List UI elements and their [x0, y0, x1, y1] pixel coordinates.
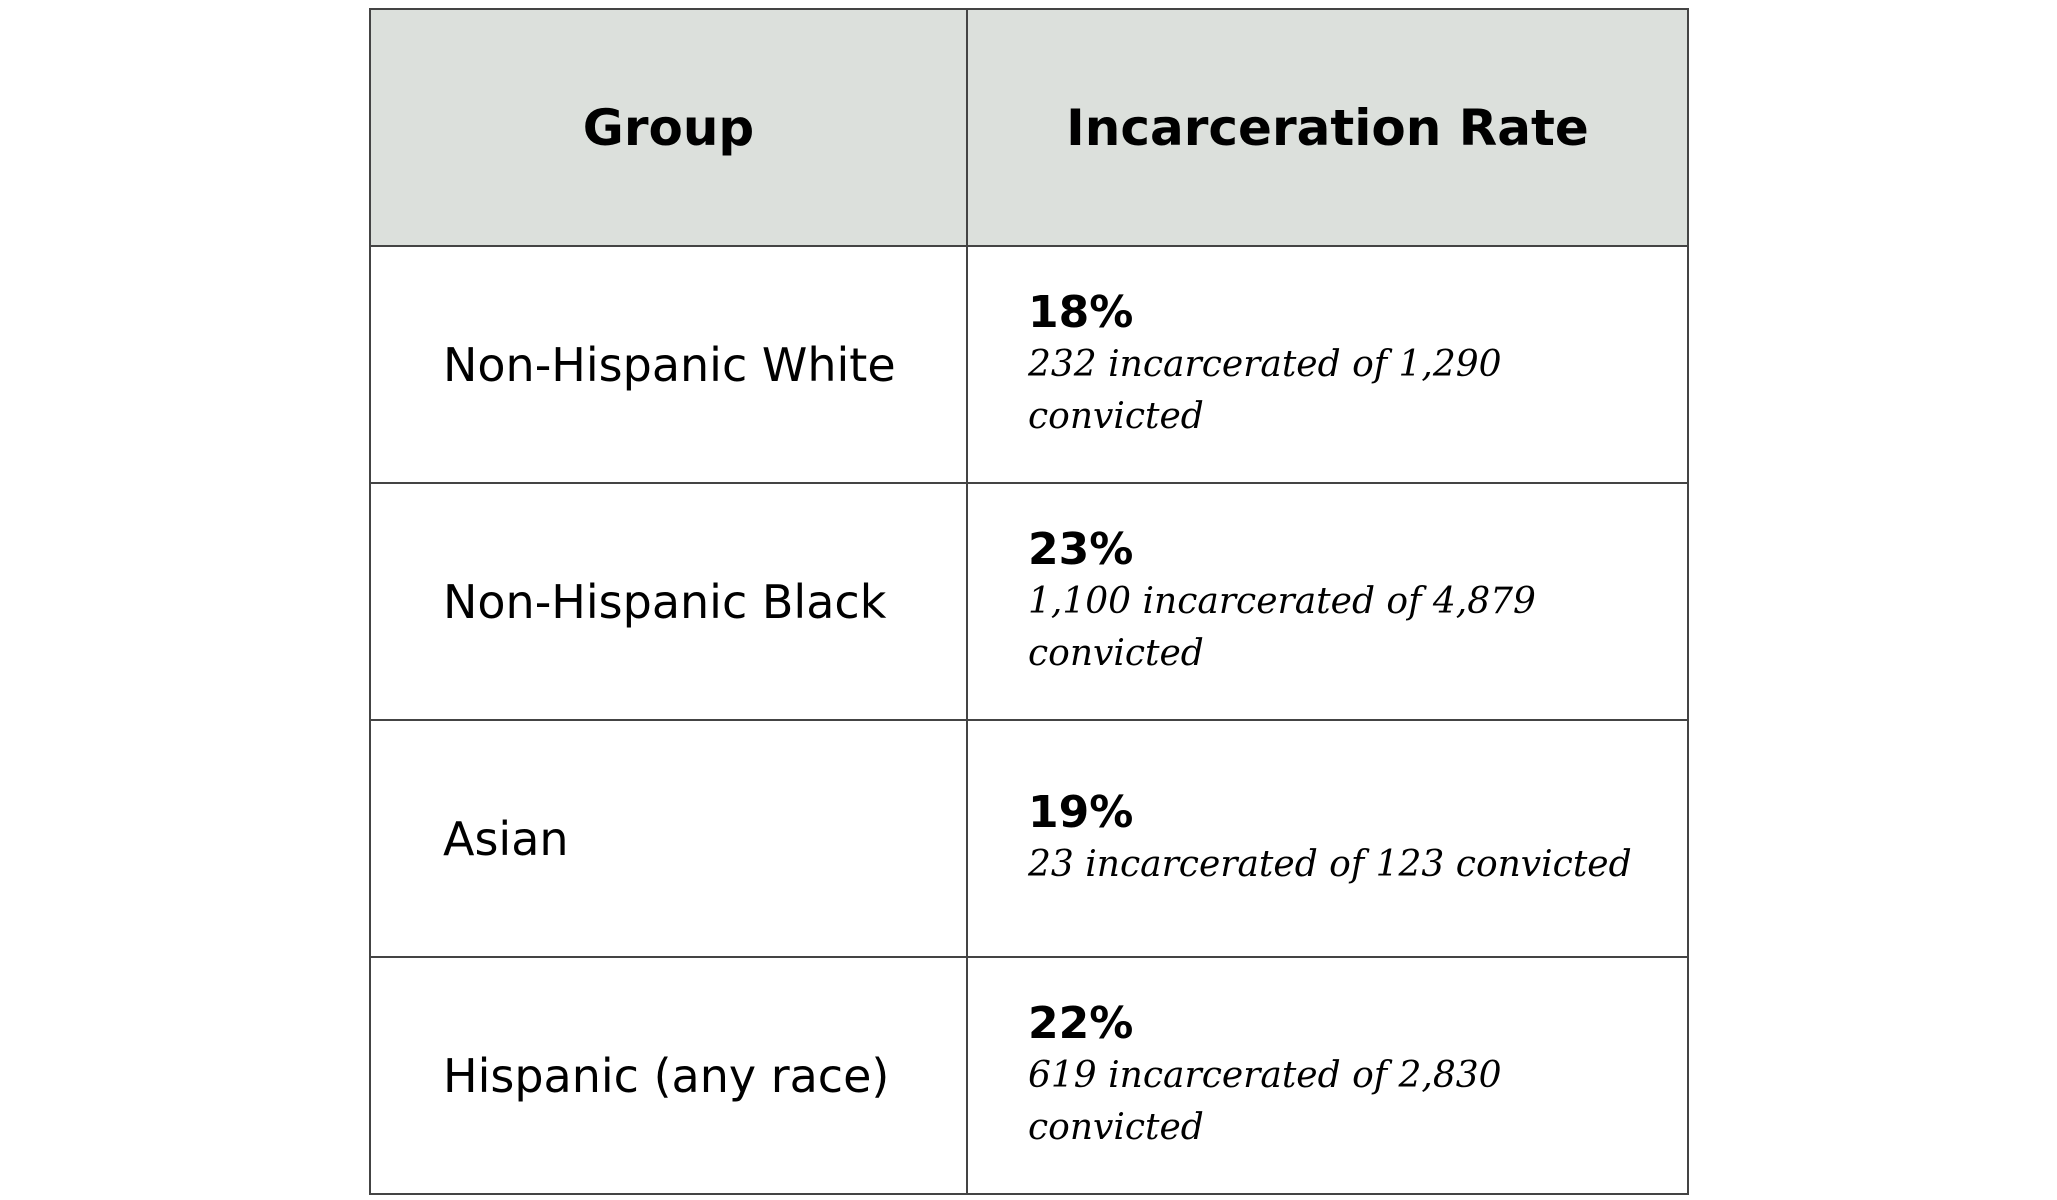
table-row: Asian 19% 23 incarcerated of 123 convict…	[369, 719, 1689, 958]
rate-detail: 619 incarcerated of 2,830 convicted	[1028, 1054, 1502, 1148]
rate-detail: 232 incarcerated of 1,290 convicted	[1028, 343, 1502, 437]
incarceration-table: Group Incarceration Rate Non-Hispanic Wh…	[369, 8, 1689, 1195]
rate-percent: 22%	[1028, 997, 1134, 1049]
rate-detail: 23 incarcerated of 123 convicted	[1028, 843, 1632, 885]
table-row: Hispanic (any race) 22% 619 incarcerated…	[369, 956, 1689, 1195]
rate-detail: 1,100 incarcerated of 4,879 convicted	[1028, 580, 1536, 674]
header-row: Group Incarceration Rate	[369, 8, 1689, 247]
rate-cell: 23% 1,100 incarcerated of 4,879 convicte…	[966, 482, 1689, 721]
rate-percent: 23%	[1028, 523, 1134, 575]
rate-cell: 19% 23 incarcerated of 123 convicted	[966, 719, 1689, 958]
group-cell: Hispanic (any race)	[369, 956, 968, 1195]
header-group: Group	[369, 8, 968, 247]
table-row: Non-Hispanic Black 23% 1,100 incarcerate…	[369, 482, 1689, 721]
rate-cell: 18% 232 incarcerated of 1,290 convicted	[966, 245, 1689, 484]
group-cell: Asian	[369, 719, 968, 958]
header-incarceration-rate: Incarceration Rate	[966, 8, 1689, 247]
table-row: Non-Hispanic White 18% 232 incarcerated …	[369, 245, 1689, 484]
rate-cell: 22% 619 incarcerated of 2,830 convicted	[966, 956, 1689, 1195]
group-cell: Non-Hispanic Black	[369, 482, 968, 721]
rate-percent: 18%	[1028, 286, 1134, 338]
group-cell: Non-Hispanic White	[369, 245, 968, 484]
rate-percent: 19%	[1028, 786, 1134, 838]
